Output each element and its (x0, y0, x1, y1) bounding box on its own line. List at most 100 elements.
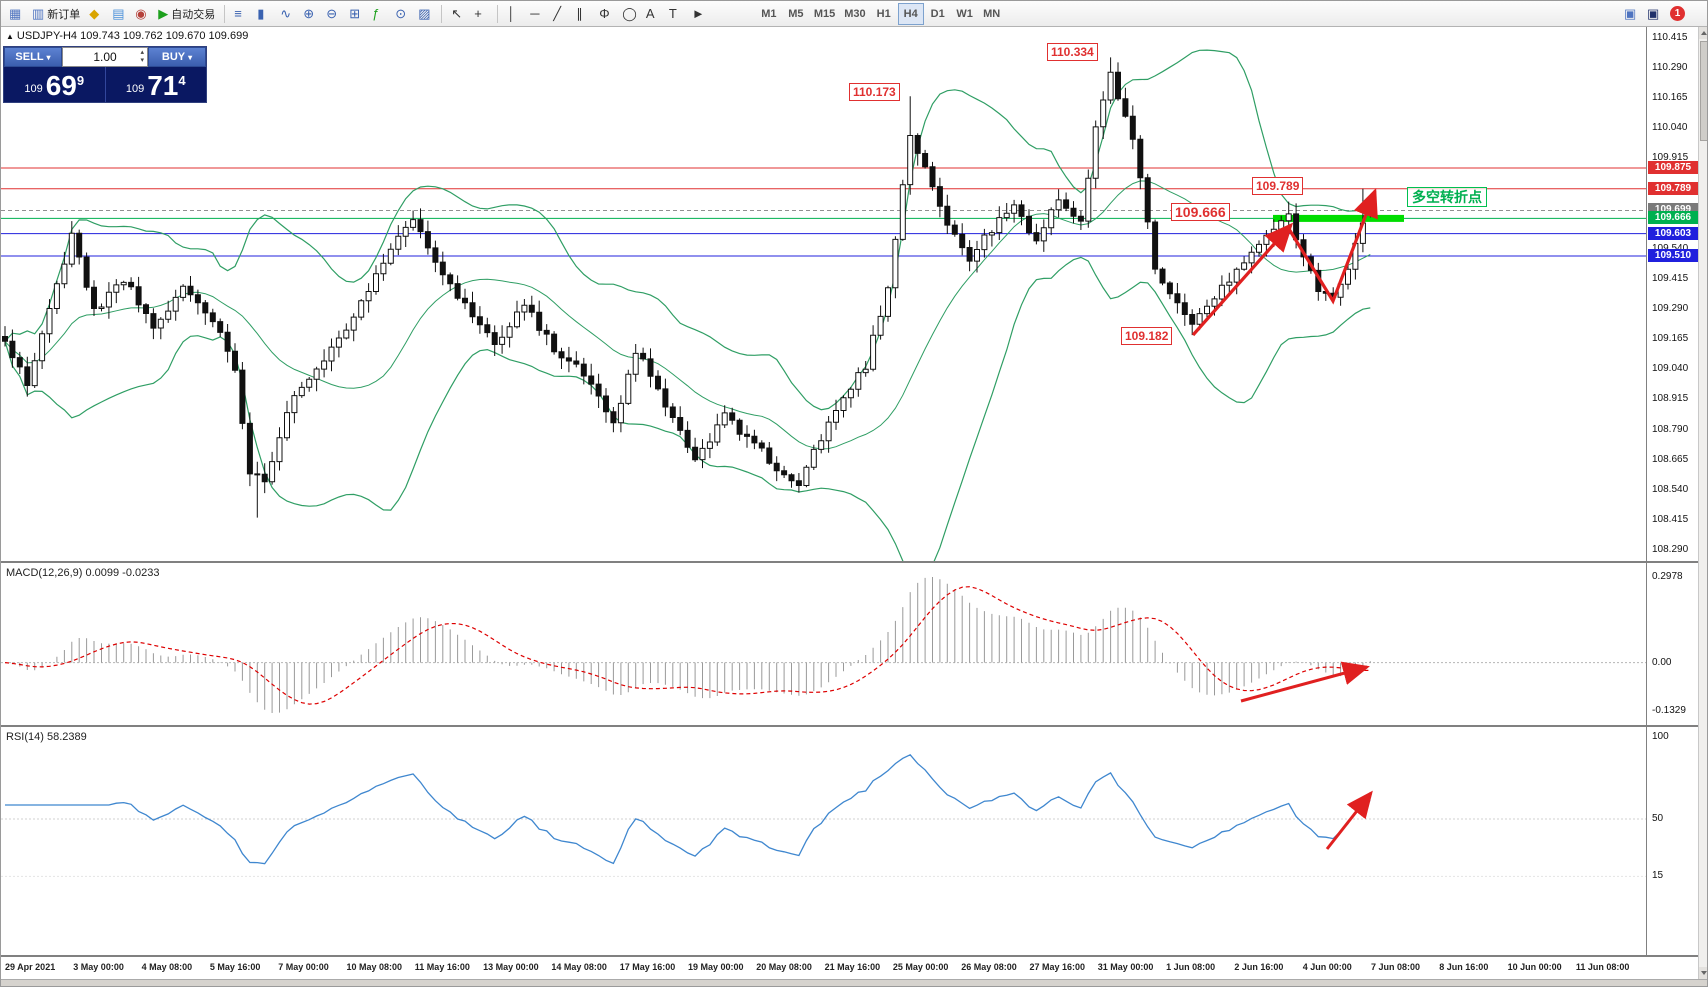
fullscreen-button[interactable]: ▣ (1643, 3, 1665, 25)
macd-chart[interactable] (1, 563, 1646, 725)
one-click-trading-panel: SELL ▾ 1.00 ▴ ▾ BUY ▾ (3, 46, 207, 103)
timeframe-H1[interactable]: H1 (871, 3, 897, 25)
trend-arrow[interactable] (1287, 188, 1378, 305)
rsi-trend-arrow[interactable] (1325, 790, 1373, 850)
zoom-in-button[interactable]: ⊕ (299, 3, 321, 25)
tile-windows-button[interactable]: ⊞ (345, 3, 367, 25)
time-axis-label: 27 May 16:00 (1029, 962, 1086, 972)
turning-point-label[interactable]: 多空转折点 (1407, 187, 1487, 207)
rsi-value: 58.2389 (46, 731, 87, 743)
timeframe-M5[interactable]: M5 (783, 3, 809, 25)
time-axis-label: 10 Jun 00:00 (1507, 962, 1562, 972)
timeframe-MN[interactable]: MN (979, 3, 1005, 25)
trendline-button[interactable]: ╱ (549, 3, 571, 25)
timeframe-H4[interactable]: H4 (897, 2, 924, 25)
sell-price[interactable]: 109 69 9 (24, 70, 85, 101)
scrollbar-thumb[interactable] (1700, 41, 1707, 141)
price-annotation[interactable]: 109.789 (1252, 177, 1304, 195)
fibonacci-button[interactable]: Φ (595, 3, 617, 25)
shapes-button[interactable]: ◯ (618, 3, 641, 25)
time-axis-label: 13 May 00:00 (483, 962, 539, 972)
trend-arrow[interactable] (1191, 222, 1294, 337)
new-order-button[interactable]: ▥ 新订单 (28, 3, 84, 25)
scrollbar-up-icon[interactable] (1699, 27, 1707, 39)
macd-scale[interactable]: 0.2978 0.00 -0.1329 (1646, 563, 1698, 725)
timeframe-M1[interactable]: M1 (756, 3, 782, 25)
notification-badge[interactable]: 1 (1666, 3, 1689, 25)
price-scale-label: 110.290 (1652, 61, 1688, 73)
price-annotation[interactable]: 110.173 (849, 83, 900, 101)
pivot-zone[interactable] (1273, 214, 1404, 222)
symbol-marker-icon: ▲ (6, 32, 14, 41)
vertical-scrollbar[interactable] (1698, 27, 1707, 979)
macd-trend-arrow[interactable] (1240, 661, 1370, 703)
candles-bull (31, 71, 1366, 486)
price-scale-label: 109.415 (1652, 272, 1689, 284)
buy-button[interactable]: BUY ▾ (148, 47, 206, 67)
volume-spinner[interactable]: ▴ ▾ (140, 49, 144, 65)
macd-values: 0.0099 -0.0233 (85, 567, 160, 579)
rsi-chart[interactable] (1, 727, 1646, 955)
time-axis-label: 21 May 16:00 (824, 962, 881, 972)
buy-price[interactable]: 109 71 4 (125, 70, 186, 101)
rsi-panel[interactable]: RSI(14) 58.2389 100 50 15 (1, 727, 1698, 957)
timeframe-M30[interactable]: M30 (840, 3, 869, 25)
price-tag: 109.510 (1648, 249, 1698, 263)
vertical-line-button-icon: │ (507, 6, 516, 21)
time-axis[interactable]: 29 Apr 2021 3 May 00:00 4 May 08:00 5 May 1… (1, 957, 1698, 979)
chart-shift-button[interactable]: ▣ (1620, 3, 1642, 25)
spinner-down-icon[interactable]: ▾ (140, 57, 144, 64)
price-scale-label: 110.165 (1652, 92, 1688, 104)
time-axis-label: 10 May 08:00 (346, 962, 403, 972)
text-button[interactable]: A (642, 3, 664, 25)
rsi-scale[interactable]: 100 50 15 (1646, 727, 1698, 955)
vertical-line-button[interactable]: │ (503, 3, 525, 25)
time-axis-label: 19 May 00:00 (688, 962, 744, 972)
trendline-button-icon: ╱ (553, 6, 562, 21)
sell-caret-icon: ▾ (46, 52, 51, 62)
crosshair-button[interactable]: + (470, 3, 492, 25)
workspace: ▲ USDJPY-H4 109.743 109.762 109.670 109.6… (1, 27, 1707, 986)
macd-panel[interactable]: MACD(12,26,9) 0.0099 -0.0233 0.2978 0.00 -… (1, 563, 1698, 727)
arrows-button[interactable]: ► (688, 3, 710, 25)
rsi-scale-label: 15 (1652, 870, 1664, 882)
crosshair-button-icon: + (474, 6, 482, 21)
label-button[interactable]: T (665, 3, 687, 25)
bollinger-lower (4, 256, 1371, 561)
cursor-button[interactable]: ↖ (447, 3, 469, 25)
volume-input[interactable]: 1.00 ▴ ▾ (62, 47, 148, 67)
sounds-button[interactable]: ◉ (131, 3, 153, 25)
autotrading-button-label: 自动交易 (171, 8, 216, 21)
metaeditor-button[interactable]: ◆ (85, 3, 107, 25)
indicators-button[interactable]: ƒ (368, 3, 390, 25)
price-scale[interactable]: 110.415 110.290 110.165 110.040 109.915 109.7… (1646, 27, 1698, 561)
timeframe-W1[interactable]: W1 (952, 3, 978, 25)
templates-button[interactable]: ▨ (414, 3, 436, 25)
time-axis-label: 11 Jun 08:00 (1575, 962, 1630, 972)
price-annotation[interactable]: 110.334 (1047, 43, 1098, 61)
candle-chart-button[interactable]: ▮ (253, 3, 275, 25)
price-chart-panel[interactable]: ▲ USDJPY-H4 109.743 109.762 109.670 109.6… (1, 27, 1698, 563)
periods-button[interactable]: ⊙ (391, 3, 413, 25)
line-chart-button[interactable]: ∿ (276, 3, 298, 25)
zoom-out-button[interactable]: ⊖ (322, 3, 344, 25)
channel-button[interactable]: ∥ (572, 3, 594, 25)
fullscreen-button-icon: ▣ (1647, 6, 1660, 21)
sell-button[interactable]: SELL ▾ (4, 47, 62, 67)
scrollbar-down-icon[interactable] (1699, 967, 1707, 979)
autotrading-button[interactable]: ▶ 自动交易 (154, 3, 219, 25)
symbol-ohlc-text: USDJPY-H4 109.743 109.762 109.670 109.69… (16, 30, 249, 42)
timeframe-M15[interactable]: M15 (810, 3, 839, 25)
price-annotation[interactable]: 109.182 (1121, 327, 1173, 345)
bar-chart-button[interactable]: ≡ (230, 3, 252, 25)
horizontal-line-button[interactable]: ─ (526, 3, 548, 25)
spinner-up-icon[interactable]: ▴ (140, 49, 144, 56)
price-annotation[interactable]: 109.666 (1171, 203, 1230, 221)
candlestick-chart[interactable] (1, 27, 1646, 561)
time-axis-label: 8 Jun 16:00 (1439, 962, 1489, 972)
timeframe-D1[interactable]: D1 (925, 3, 951, 25)
price-divider (104, 67, 106, 102)
macd-histogram (11, 577, 1371, 713)
charts-list-button[interactable]: ▦ (5, 3, 27, 25)
accounts-button[interactable]: ▤ (108, 3, 130, 25)
